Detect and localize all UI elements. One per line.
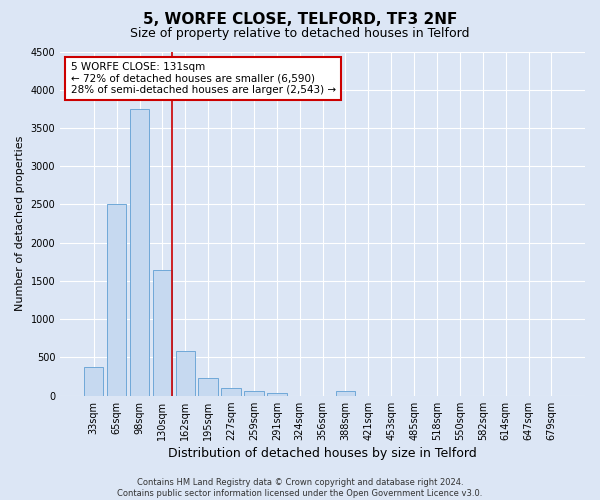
Bar (267, 393, 287, 396)
Bar (107, 204, 127, 396)
Text: Size of property relative to detached houses in Telford: Size of property relative to detached ho… (130, 28, 470, 40)
Y-axis label: Number of detached properties: Number of detached properties (15, 136, 25, 312)
X-axis label: Distribution of detached houses by size in Telford: Distribution of detached houses by size … (168, 447, 477, 460)
Bar (130, 109, 149, 396)
Bar (336, 391, 355, 396)
Bar (84, 368, 103, 396)
Bar (199, 378, 218, 396)
Text: Contains HM Land Registry data © Crown copyright and database right 2024.
Contai: Contains HM Land Registry data © Crown c… (118, 478, 482, 498)
Text: 5, WORFE CLOSE, TELFORD, TF3 2NF: 5, WORFE CLOSE, TELFORD, TF3 2NF (143, 12, 457, 28)
Text: 5 WORFE CLOSE: 131sqm
← 72% of detached houses are smaller (6,590)
28% of semi-d: 5 WORFE CLOSE: 131sqm ← 72% of detached … (71, 62, 336, 95)
Bar (176, 350, 195, 396)
Bar (152, 270, 172, 396)
Bar (221, 388, 241, 396)
Bar (244, 391, 263, 396)
